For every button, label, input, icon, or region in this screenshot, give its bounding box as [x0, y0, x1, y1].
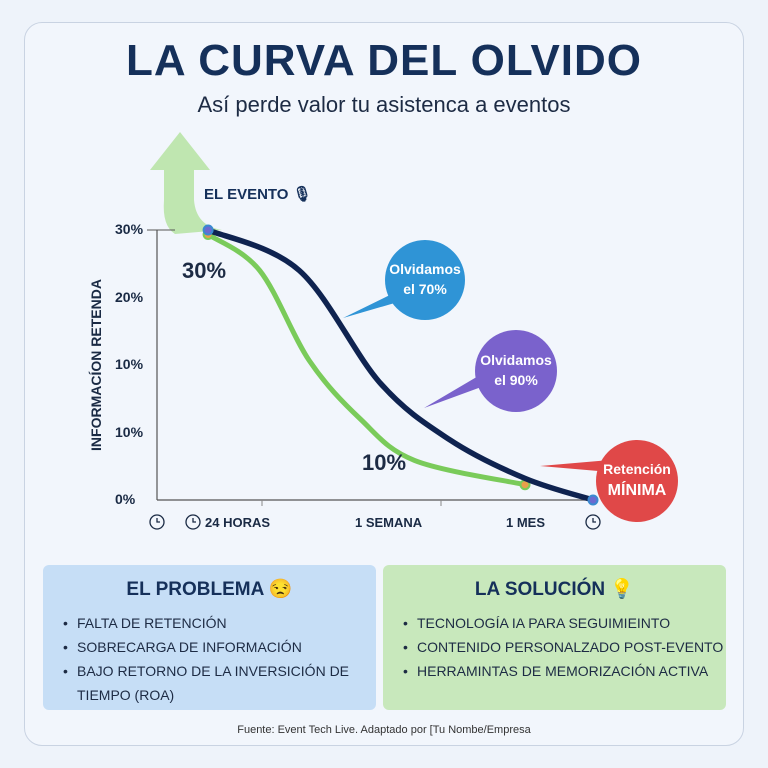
x-tick-label: 1 MES — [506, 515, 546, 530]
data-point — [587, 494, 599, 506]
event-label: EL EVENTO 🎙 — [204, 186, 312, 203]
source-footer: Fuente: Event Tech Live. Adaptado por [T… — [237, 724, 531, 736]
bubble-minimum-retention: Retención MÍNIMA — [596, 440, 678, 522]
page-title: LA CURVA DEL OLVIDO — [125, 36, 643, 85]
x-tick-label: 1 SEMANA — [355, 515, 423, 530]
y-tick-label: 20% — [115, 288, 144, 305]
list-item: TECNOLOGÍA IA PARA SEGUIMIEINTO — [383, 611, 726, 635]
bubble-pointer-90 — [424, 375, 484, 408]
bubble-forget-90: Olvidamos el 90% — [475, 330, 557, 412]
y-axis-title: INFORMACÍON RETENDA — [88, 279, 104, 451]
y-tick-label: 10% — [115, 356, 144, 372]
series-line-curva-verde — [205, 232, 528, 488]
annotation-30: 30% — [182, 258, 227, 283]
list-item: BAJO RETORNO DE LA INVERSICIÓN DE TIEMPO… — [43, 659, 376, 707]
annotation-10: 10% — [362, 450, 407, 475]
microphone-icon: 🎙 — [292, 186, 312, 203]
clock-icon — [149, 514, 601, 530]
data-point — [202, 224, 214, 236]
bubble-pointer-min — [540, 460, 610, 472]
page-subtitle: Así perde valor tu asistenca a eventos — [197, 92, 571, 117]
problem-panel: EL PROBLEMA 😒 FALTA DE RETENCIÓN SOBRECA… — [43, 565, 376, 710]
solution-panel: LA SOLUCIÓN 💡 TECNOLOGÍA IA PARA SEGUIMI… — [383, 565, 726, 710]
list-item: CONTENIDO PERSONALZADO POST-EVENTO — [383, 635, 726, 659]
list-item: FALTA DE RETENCIÓN — [43, 611, 376, 635]
bubble-forget-70: Olvidamos el 70% — [385, 240, 465, 320]
confused-face-icon: 😒 — [268, 579, 293, 600]
lightbulb-icon: 💡 — [610, 579, 635, 600]
y-tick-label: 0% — [115, 491, 136, 507]
problem-title: EL PROBLEMA 😒 — [126, 579, 293, 600]
list-item: HERRAMINTAS DE MEMORIZACIÓN ACTIVA — [383, 659, 726, 683]
x-tick-label: 24 HORAS — [205, 515, 271, 530]
y-tick-label: 30% — [115, 221, 144, 237]
solution-title: LA SOLUCIÓN 💡 — [474, 579, 635, 600]
y-tick-label: 10% — [115, 423, 144, 440]
list-item: SOBRECARGA DE INFORMACIÓN — [43, 635, 376, 659]
series-line-curva-oscura — [205, 227, 596, 503]
up-arrow-icon — [150, 132, 222, 234]
